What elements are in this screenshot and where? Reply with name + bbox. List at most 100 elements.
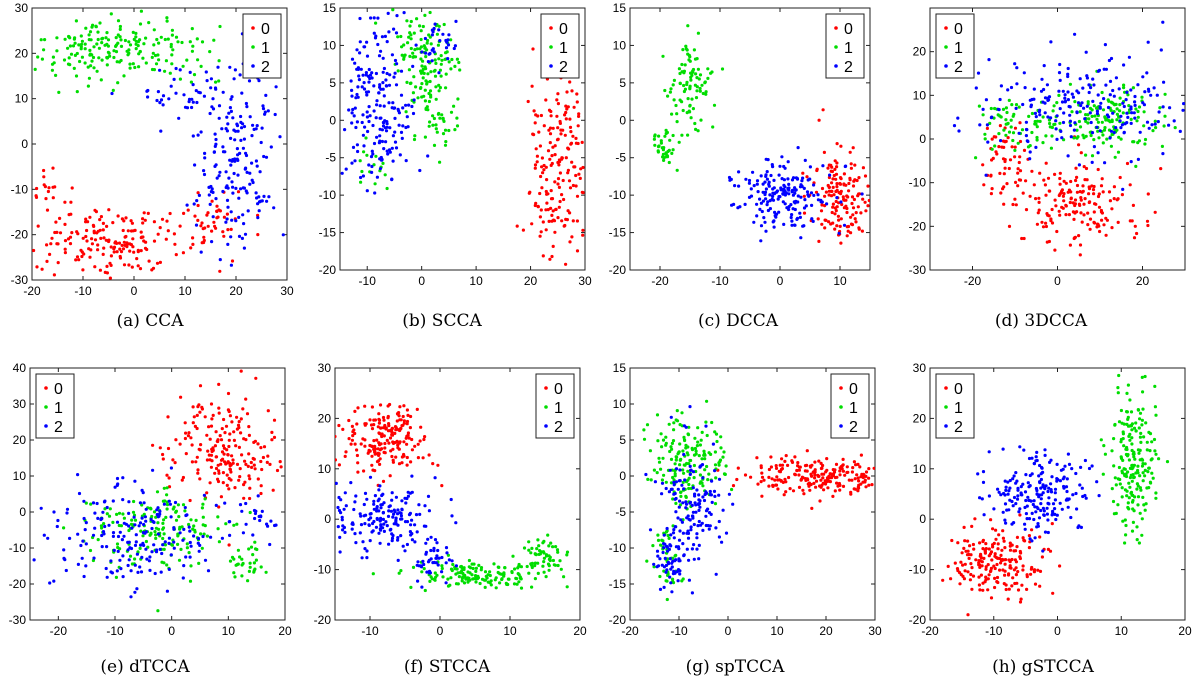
- point-series-0: [158, 226, 162, 230]
- point-series-0: [996, 542, 1000, 546]
- point-series-0: [1118, 175, 1122, 180]
- point-series-2: [676, 487, 680, 491]
- point-series-0: [856, 462, 860, 466]
- point-series-0: [63, 200, 67, 204]
- point-series-1: [96, 37, 100, 42]
- point-series-1: [364, 136, 368, 140]
- point-series-2: [445, 551, 449, 555]
- point-series-2: [1096, 93, 1100, 97]
- point-series-1: [429, 93, 433, 97]
- point-series-2: [682, 452, 686, 457]
- point-series-0: [128, 249, 132, 253]
- point-series-1: [1041, 141, 1045, 145]
- point-series-1: [685, 461, 689, 466]
- point-series-1: [96, 538, 100, 542]
- y-tick-label: -10: [909, 176, 927, 190]
- point-series-1: [467, 558, 471, 563]
- point-series-0: [387, 422, 391, 426]
- point-series-2: [353, 61, 357, 65]
- point-series-1: [1127, 434, 1131, 438]
- point-series-2: [209, 184, 213, 189]
- point-series-1: [178, 77, 182, 81]
- point-series-1: [128, 554, 133, 558]
- point-series-2: [101, 510, 105, 514]
- point-series-0: [63, 222, 67, 226]
- point-series-0: [1016, 184, 1020, 188]
- point-series-2: [399, 93, 404, 97]
- point-series-1: [114, 575, 118, 579]
- point-series-2: [1066, 66, 1070, 71]
- point-series-1: [118, 24, 122, 29]
- point-series-1: [1112, 437, 1116, 441]
- point-series-1: [84, 501, 88, 505]
- point-series-0: [181, 251, 185, 255]
- point-series-0: [999, 553, 1003, 557]
- point-series-0: [560, 193, 564, 197]
- point-series-0: [856, 205, 860, 209]
- point-series-0: [994, 537, 998, 541]
- point-series-2: [808, 177, 812, 181]
- point-series-0: [820, 483, 824, 487]
- point-series-2: [424, 51, 428, 55]
- point-series-0: [1088, 217, 1093, 221]
- y-tick-label: -20: [314, 613, 332, 627]
- point-series-0: [221, 230, 225, 234]
- point-series-0: [849, 222, 854, 226]
- point-series-2: [390, 536, 395, 540]
- point-series-0: [1108, 199, 1112, 203]
- point-series-1: [671, 497, 675, 501]
- point-series-1: [462, 581, 467, 585]
- chart-panel-b: -10 0 10 20 30 -20 -15 -10 -5 0 5 10 15 0 1 2 (b) SCCA: [295, 0, 592, 340]
- point-series-0: [34, 194, 38, 198]
- point-series-1: [562, 575, 566, 579]
- x-tick-label: -20: [921, 624, 939, 638]
- point-series-1: [371, 572, 375, 576]
- point-series-1: [714, 476, 718, 480]
- point-series-0: [96, 248, 100, 252]
- point-series-1: [252, 561, 256, 565]
- point-series-2: [701, 528, 705, 532]
- point-series-0: [410, 448, 414, 452]
- point-series-1: [1128, 485, 1132, 489]
- point-series-0: [1004, 583, 1008, 587]
- point-series-1: [1129, 410, 1134, 414]
- point-series-0: [1112, 185, 1116, 189]
- point-series-1: [1092, 104, 1096, 108]
- point-series-1: [432, 116, 436, 121]
- point-series-2: [668, 468, 672, 472]
- legend: 012: [35, 373, 75, 439]
- point-series-1: [1115, 112, 1119, 116]
- point-series-2: [278, 135, 282, 139]
- point-series-2: [1133, 100, 1137, 104]
- point-series-1: [1121, 430, 1125, 434]
- x-tick-label: 10: [178, 284, 192, 298]
- x-tick-label: 0: [418, 274, 425, 288]
- point-series-1: [1027, 114, 1031, 118]
- point-series-1: [122, 516, 126, 520]
- point-series-1: [1136, 115, 1140, 119]
- point-series-2: [370, 530, 374, 534]
- point-series-0: [999, 561, 1003, 565]
- point-series-2: [146, 95, 150, 99]
- point-series-1: [686, 469, 690, 473]
- point-series-2: [144, 530, 148, 534]
- point-series-2: [1127, 55, 1131, 59]
- point-series-0: [547, 128, 551, 132]
- point-series-0: [353, 442, 357, 446]
- point-series-1: [1130, 436, 1134, 440]
- point-series-0: [572, 105, 576, 109]
- y-tick-label: 10: [13, 469, 27, 483]
- point-series-0: [841, 457, 845, 461]
- point-series-1: [547, 564, 551, 568]
- point-series-2: [1084, 50, 1088, 54]
- point-series-1: [533, 564, 537, 568]
- point-series-0: [186, 434, 190, 438]
- point-series-1: [565, 585, 569, 589]
- point-series-2: [213, 164, 217, 168]
- point-series-0: [836, 484, 840, 488]
- point-series-0: [979, 573, 983, 577]
- point-series-1: [428, 579, 432, 583]
- point-series-2: [352, 114, 356, 118]
- point-series-1: [688, 104, 692, 108]
- point-series-1: [489, 583, 493, 587]
